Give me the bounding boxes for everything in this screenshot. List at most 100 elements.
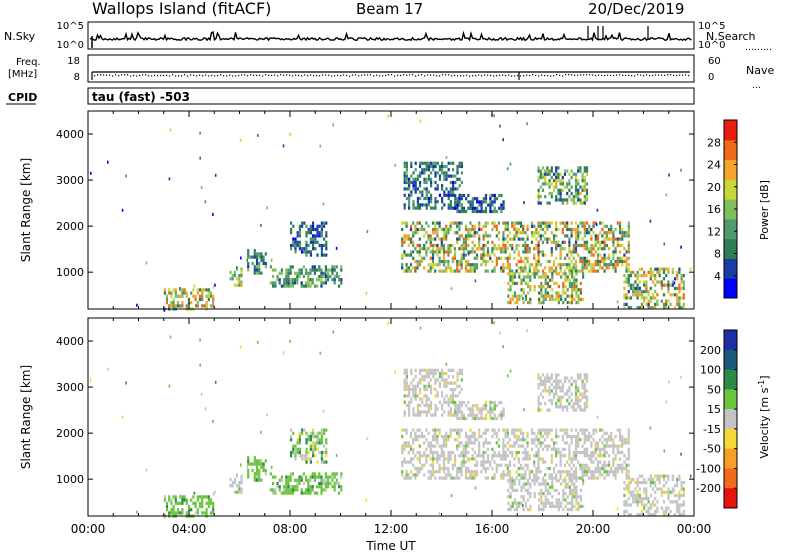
power-cell [594, 250, 597, 254]
velocity-cell [464, 473, 468, 477]
power-cell [566, 227, 569, 232]
power-cell [526, 250, 529, 254]
power-cell [522, 243, 525, 248]
power-cell [568, 301, 571, 305]
power-cell [431, 227, 435, 232]
power-cell [590, 237, 593, 241]
power-cell [592, 263, 595, 267]
power-cell [571, 272, 574, 276]
velocity-cell [194, 501, 197, 505]
velocity-cell [621, 434, 624, 439]
power-cell [305, 268, 308, 272]
velocity-colorbar-swatch [724, 330, 737, 351]
velocity-cell [601, 428, 604, 432]
power-cell [614, 250, 617, 254]
power-cell [185, 294, 188, 298]
velocity-cell [529, 492, 532, 496]
velocity-cell [590, 473, 593, 477]
power-cell [325, 234, 328, 238]
velocity-cell [176, 511, 180, 515]
velocity-cell [607, 444, 611, 448]
power-cell [533, 253, 536, 257]
velocity-cell [212, 511, 215, 515]
power-cell [323, 221, 326, 225]
velocity-cell [665, 474, 668, 478]
velocity-cell [301, 431, 304, 435]
velocity-cell [592, 438, 595, 442]
power-cell [447, 190, 450, 194]
power-cell [442, 234, 446, 238]
velocity-cell [412, 438, 415, 442]
velocity-cell [544, 504, 547, 508]
power-cell [270, 258, 273, 262]
power-cell [527, 275, 530, 279]
power-cell [329, 268, 332, 272]
power-cell [403, 253, 406, 257]
power-cell [640, 267, 644, 271]
power-cell [236, 266, 238, 270]
power-cell [467, 206, 470, 210]
power-cell [555, 182, 558, 186]
power-cell [629, 306, 633, 310]
power-cell [529, 285, 532, 289]
velocity-cell [491, 410, 494, 414]
velocity-cell [452, 394, 455, 398]
power-cell [557, 272, 560, 276]
velocity-cell [527, 482, 530, 486]
power-cell [627, 267, 630, 271]
velocity-cell [504, 434, 507, 439]
velocity-cell [513, 482, 516, 486]
power-cell [436, 161, 439, 165]
nave-dot [298, 74, 300, 76]
velocity-cell [294, 478, 297, 482]
power-cell [520, 288, 523, 292]
velocity-cell [163, 515, 165, 519]
velocity-cell [473, 463, 476, 467]
power-colorbar-tick-label: 16 [707, 203, 721, 216]
velocity-cell [469, 434, 472, 439]
velocity-cell [680, 493, 683, 497]
velocity-cell [518, 479, 521, 483]
power-cell [678, 286, 681, 290]
power-cell [407, 243, 410, 248]
velocity-cell [449, 431, 452, 435]
velocity-cell [509, 369, 512, 373]
velocity-cell [298, 450, 301, 455]
velocity-cell [682, 481, 685, 485]
power-cell [179, 294, 182, 298]
velocity-cell [568, 501, 571, 505]
power-cell [246, 258, 249, 262]
velocity-cell [561, 408, 564, 412]
velocity-cell [423, 384, 426, 388]
power-cell [456, 263, 459, 267]
power-cell [502, 237, 505, 241]
power-cell [431, 247, 435, 251]
nave-dot [550, 75, 552, 77]
power-cell [436, 231, 439, 235]
velocity-cell [165, 501, 169, 505]
velocity-cell [594, 441, 597, 445]
power-colorbar-tick-label: 12 [707, 225, 721, 238]
power-cell [423, 161, 426, 165]
power-cell [526, 243, 529, 248]
velocity-cell [539, 428, 542, 432]
power-cell [478, 234, 481, 238]
power-cell [269, 265, 272, 269]
power-cell [682, 293, 685, 297]
power-cell [549, 285, 552, 289]
power-cell [594, 237, 597, 241]
velocity-cell [504, 428, 507, 432]
power-cell [502, 203, 505, 207]
y-tick-label: 4000 [56, 128, 84, 141]
power-cell [583, 198, 586, 202]
power-cell [307, 227, 310, 232]
velocity-cell [559, 395, 562, 399]
velocity-cell [313, 472, 316, 476]
velocity-cell [438, 381, 441, 385]
power-cell [577, 182, 580, 186]
power-cell [647, 302, 650, 306]
velocity-cell [522, 457, 525, 461]
power-cell [327, 271, 330, 275]
